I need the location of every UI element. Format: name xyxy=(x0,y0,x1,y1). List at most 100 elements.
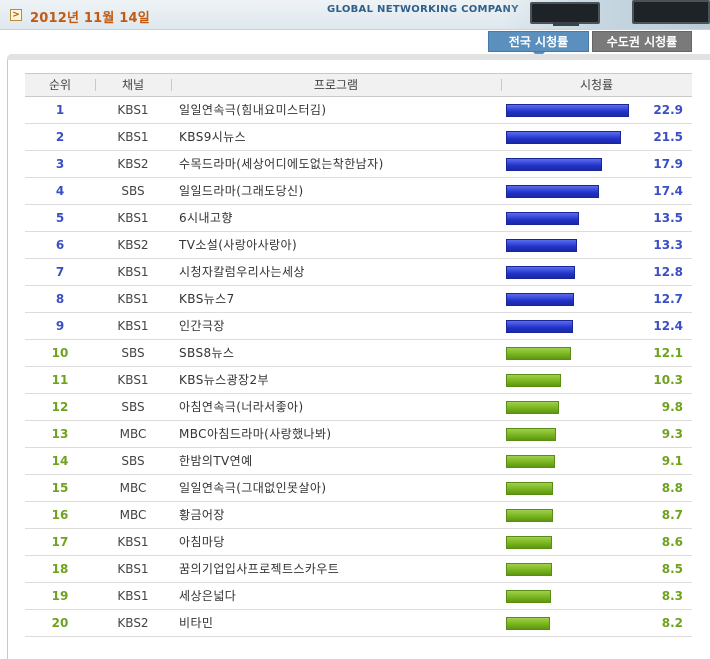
rating-bar xyxy=(506,536,552,549)
table-row: 8 KBS1 KBS뉴스7 12.7 xyxy=(25,286,692,313)
table-body: 1 KBS1 일일연속극(힘내요미스터김) 22.9 2 KBS1 KBS9시뉴스 21.5 3… xyxy=(25,97,692,637)
rank-cell: 8 xyxy=(55,292,65,306)
program-cell: SBS8뉴스 xyxy=(179,346,235,360)
channel-cell: KBS2 xyxy=(117,157,149,171)
rating-value: 12.8 xyxy=(653,265,683,279)
channel-cell: KBS1 xyxy=(117,103,149,117)
table-row: 9 KBS1 인간극장 12.4 xyxy=(25,313,692,340)
rank-cell: 6 xyxy=(55,238,65,252)
rating-bar xyxy=(506,293,574,306)
rating-value: 8.7 xyxy=(661,508,683,522)
arrow-right-icon: > xyxy=(10,9,22,21)
rating-value: 8.2 xyxy=(661,616,683,630)
rank-cell: 2 xyxy=(55,130,65,144)
column-header-program: 프로그램 xyxy=(313,78,359,92)
program-cell: MBC아침드라마(사랑했나봐) xyxy=(179,427,332,441)
table-row: 4 SBS 일일드라마(그래도당신) 17.4 xyxy=(25,178,692,205)
program-cell: TV소설(사랑아사랑아) xyxy=(179,238,298,252)
rank-cell: 1 xyxy=(55,103,65,117)
program-cell: 6시내고향 xyxy=(179,211,233,225)
channel-cell: SBS xyxy=(121,400,145,414)
rating-bar xyxy=(506,590,551,603)
rating-bar xyxy=(506,239,577,252)
rating-value: 9.3 xyxy=(661,427,683,441)
channel-cell: KBS1 xyxy=(117,130,149,144)
channel-cell: KBS2 xyxy=(117,616,149,630)
rank-cell: 18 xyxy=(51,562,69,576)
header-divider xyxy=(501,79,502,91)
rating-value: 12.7 xyxy=(653,292,683,306)
program-cell: 세상은넓다 xyxy=(179,589,237,603)
ratings-table: 순위 채널 프로그램 시청률 1 KBS1 일일연속극(힘내요미스터김) 22.9 2 K… xyxy=(25,73,692,637)
rank-cell: 4 xyxy=(55,184,65,198)
panel-top-border xyxy=(7,54,710,60)
table-row: 13 MBC MBC아침드라마(사랑했나봐) 9.3 xyxy=(25,421,692,448)
channel-cell: KBS1 xyxy=(117,319,149,333)
table-header: 순위 채널 프로그램 시청률 xyxy=(25,73,692,97)
table-row: 17 KBS1 아침마당 8.6 xyxy=(25,529,692,556)
tab-metro-label: 수도권 시청률 xyxy=(606,35,678,49)
rating-bar xyxy=(506,266,575,279)
column-header-rating: 시청률 xyxy=(579,78,614,92)
channel-cell: SBS xyxy=(121,454,145,468)
rating-value: 13.3 xyxy=(653,238,683,252)
rating-value: 9.1 xyxy=(661,454,683,468)
rank-cell: 9 xyxy=(55,319,65,333)
rating-bar xyxy=(506,347,571,360)
table-row: 3 KBS2 수목드라마(세상어디에도없는착한남자) 17.9 xyxy=(25,151,692,178)
channel-cell: KBS1 xyxy=(117,292,149,306)
ratings-panel xyxy=(7,54,710,659)
rating-bar xyxy=(506,104,629,117)
rating-value: 13.5 xyxy=(653,211,683,225)
column-header-channel: 채널 xyxy=(121,78,145,92)
company-slogan: GLOBAL NETWORKING COMPANY xyxy=(327,4,519,15)
program-cell: 아침마당 xyxy=(179,535,225,549)
tv-monitor-image xyxy=(530,2,600,24)
rank-cell: 19 xyxy=(51,589,69,603)
program-cell: 한밤의TV연예 xyxy=(179,454,253,468)
tab-metro-rating[interactable]: 수도권 시청률 xyxy=(592,31,692,52)
rating-bar xyxy=(506,401,559,414)
channel-cell: KBS1 xyxy=(117,589,149,603)
tv-monitor-stand xyxy=(553,22,579,26)
rating-value: 12.4 xyxy=(653,319,683,333)
tv-monitor-image-2 xyxy=(632,0,710,24)
tab-national-label: 전국 시청률 xyxy=(508,35,569,49)
rating-bar xyxy=(506,131,621,144)
program-cell: 일일연속극(힘내요미스터김) xyxy=(179,103,327,117)
rating-bar xyxy=(506,428,556,441)
rating-bar xyxy=(506,509,553,522)
rating-bar xyxy=(506,212,579,225)
rating-bar xyxy=(506,374,561,387)
table-row: 19 KBS1 세상은넓다 8.3 xyxy=(25,583,692,610)
column-header-rank: 순위 xyxy=(48,78,72,92)
program-cell: KBS9시뉴스 xyxy=(179,130,247,144)
rating-bar xyxy=(506,158,602,171)
rating-bar xyxy=(506,320,573,333)
table-row: 5 KBS1 6시내고향 13.5 xyxy=(25,205,692,232)
rating-value: 8.8 xyxy=(661,481,683,495)
rating-value: 10.3 xyxy=(653,373,683,387)
table-row: 15 MBC 일일연속극(그대없인못살아) 8.8 xyxy=(25,475,692,502)
date-label: 2012년 11월 14일 xyxy=(30,11,150,26)
rank-cell: 11 xyxy=(51,373,69,387)
channel-cell: KBS1 xyxy=(117,535,149,549)
rank-cell: 16 xyxy=(51,508,69,522)
rank-cell: 14 xyxy=(51,454,69,468)
table-row: 7 KBS1 시청자칼럼우리사는세상 12.8 xyxy=(25,259,692,286)
table-row: 2 KBS1 KBS9시뉴스 21.5 xyxy=(25,124,692,151)
channel-cell: MBC xyxy=(119,427,147,441)
tab-national-rating[interactable]: 전국 시청률 xyxy=(488,31,589,58)
channel-cell: KBS1 xyxy=(117,265,149,279)
program-cell: 인간극장 xyxy=(179,319,225,333)
table-row: 1 KBS1 일일연속극(힘내요미스터김) 22.9 xyxy=(25,97,692,124)
rating-bar xyxy=(506,455,555,468)
channel-cell: KBS1 xyxy=(117,373,149,387)
rank-cell: 13 xyxy=(51,427,69,441)
program-cell: 일일드라마(그래도당신) xyxy=(179,184,304,198)
rank-cell: 15 xyxy=(51,481,69,495)
table-row: 12 SBS 아침연속극(너라서좋아) 9.8 xyxy=(25,394,692,421)
channel-cell: KBS1 xyxy=(117,211,149,225)
rating-value: 17.9 xyxy=(653,157,683,171)
rank-cell: 3 xyxy=(55,157,65,171)
